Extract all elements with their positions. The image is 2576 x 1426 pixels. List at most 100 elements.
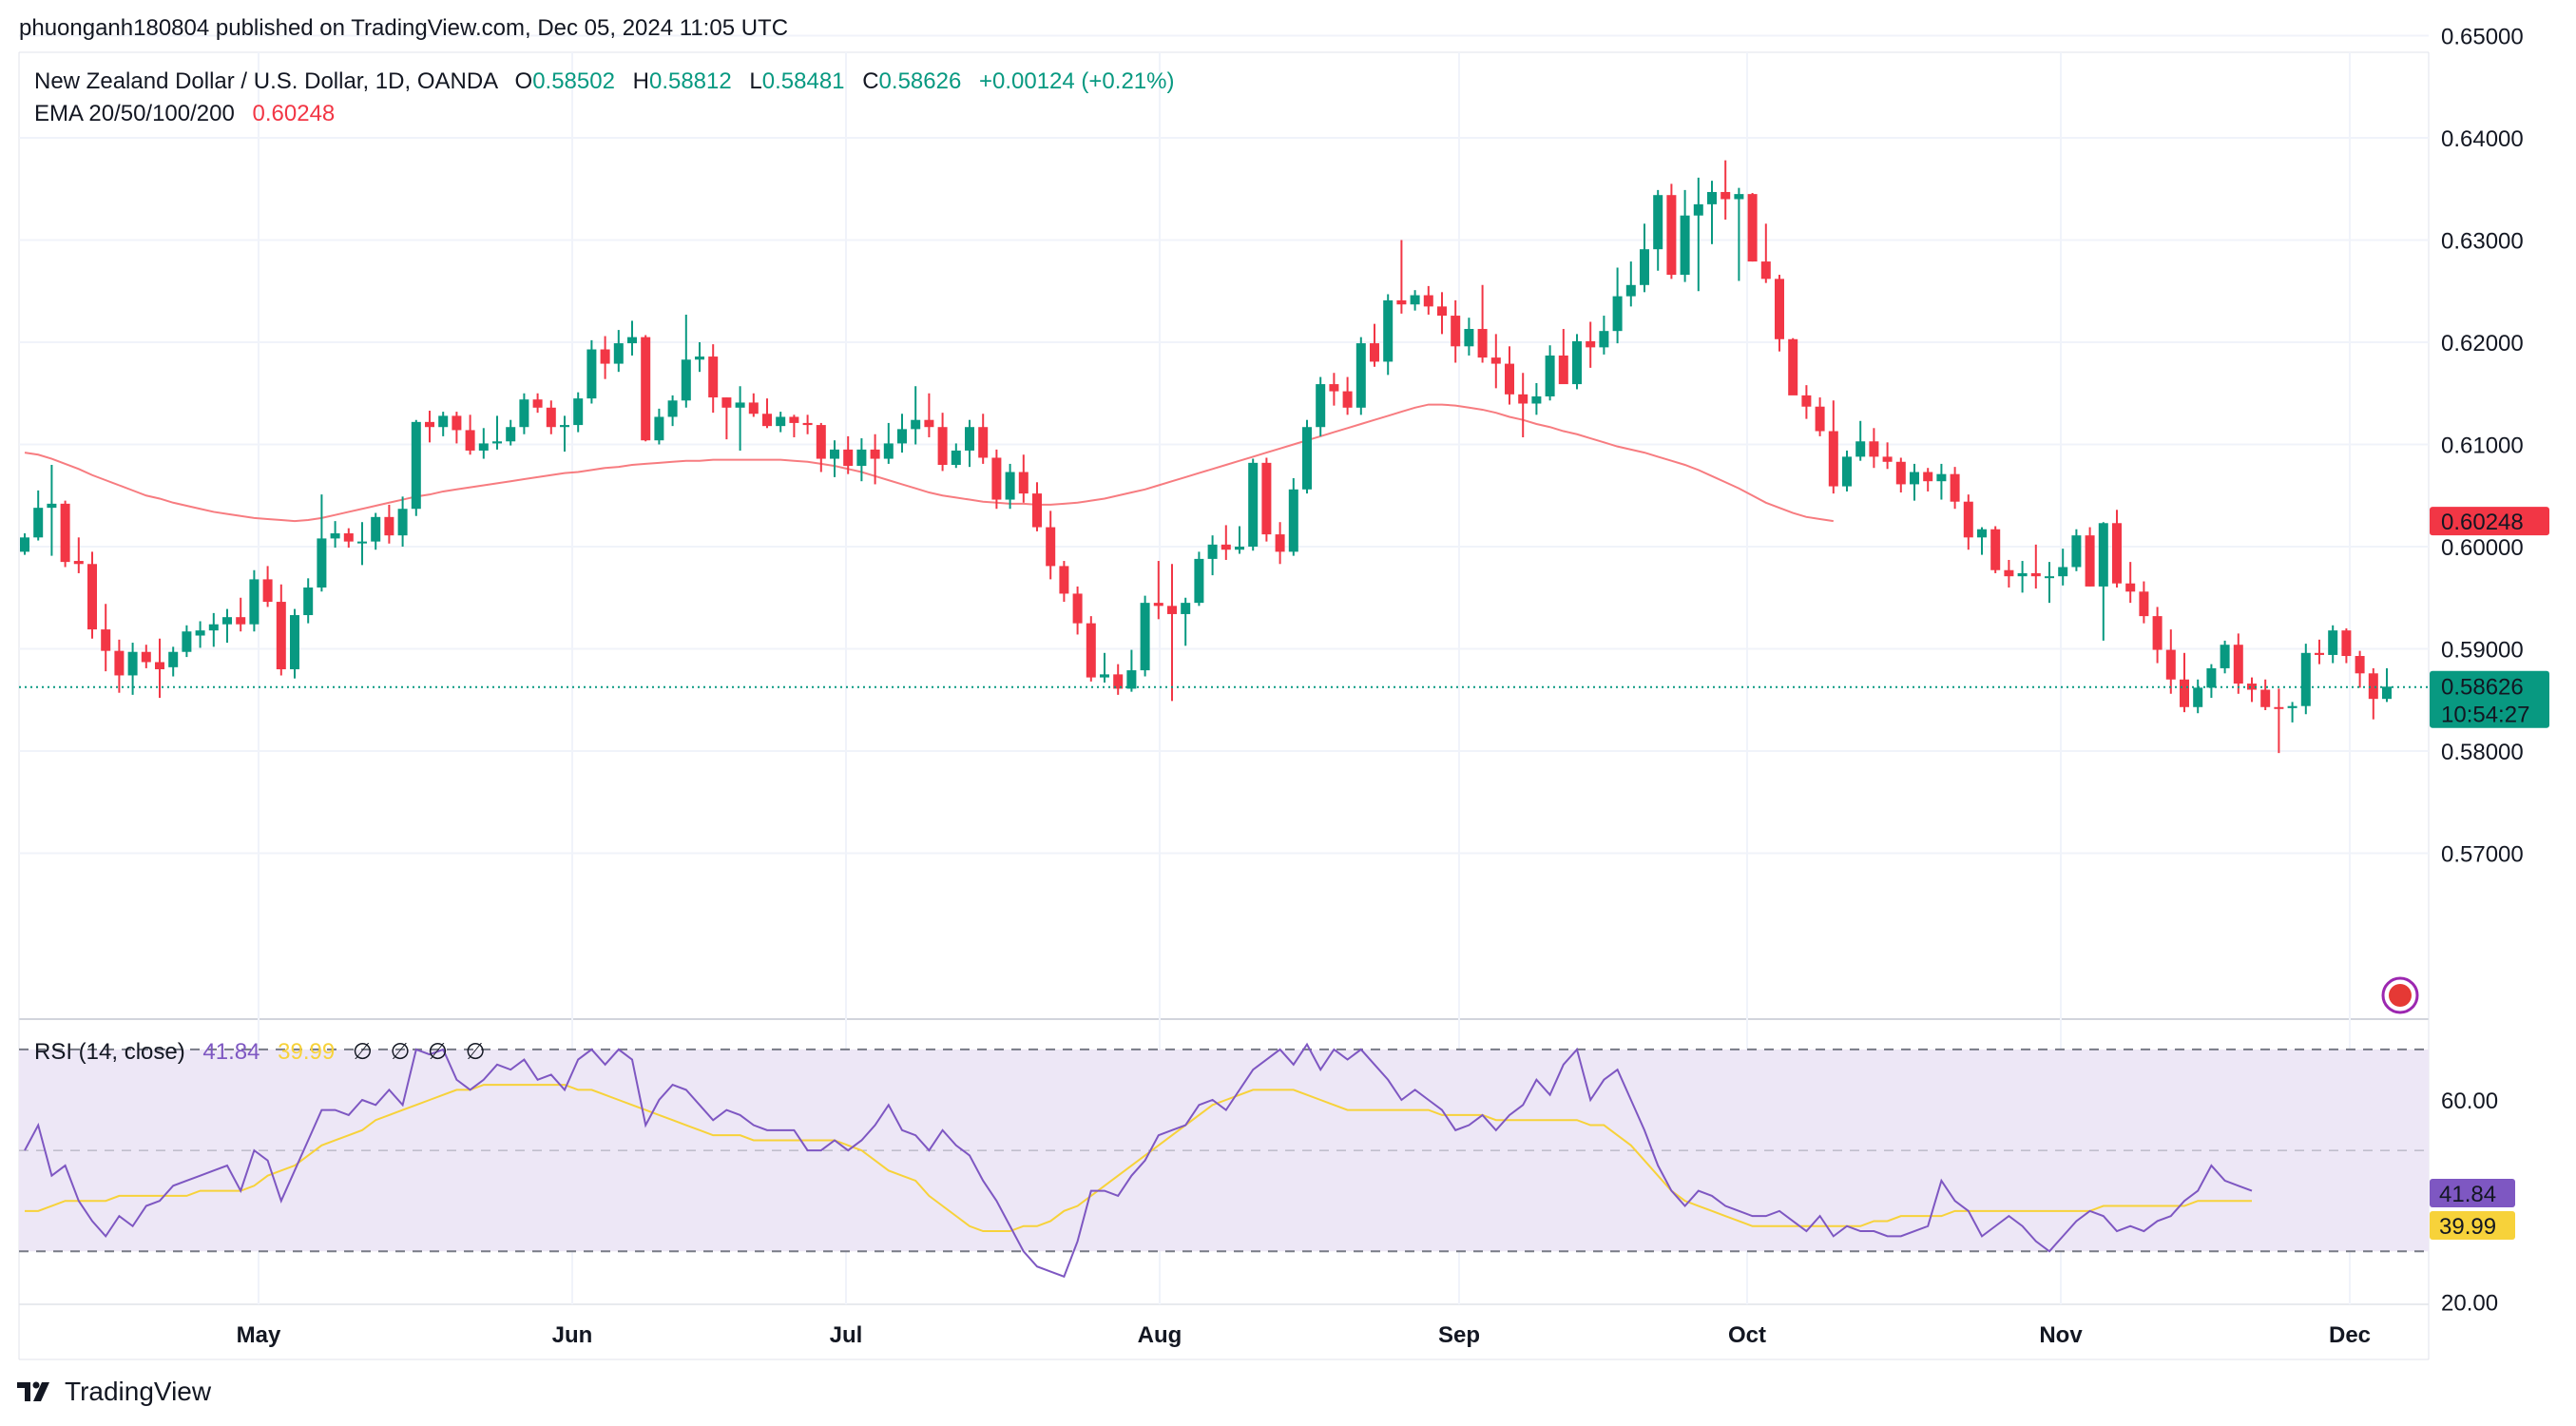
candle-body xyxy=(2274,706,2284,709)
countdown-text: 10:54:27 xyxy=(2441,703,2529,728)
ohlc-close-label: C xyxy=(862,68,879,94)
candle-body xyxy=(1032,493,1042,528)
candle-body xyxy=(573,398,584,426)
candle-body xyxy=(2382,686,2392,700)
candle-body xyxy=(1855,441,1866,457)
time-axis-label: Nov xyxy=(2039,1322,2083,1348)
candle-body xyxy=(2355,656,2365,674)
candle-body xyxy=(1666,195,1677,276)
candle-body xyxy=(951,450,961,465)
candle-body xyxy=(1653,195,1663,250)
candle-body xyxy=(1612,296,1623,332)
candle-body xyxy=(1437,306,1447,317)
candle-body xyxy=(20,537,29,552)
candle-body xyxy=(262,579,273,603)
candle-body xyxy=(1707,191,1717,204)
candle-body xyxy=(708,356,719,398)
candle-body xyxy=(1599,331,1609,348)
candle-body xyxy=(397,509,408,536)
candle-body xyxy=(1167,606,1177,614)
rsi-label: RSI (14, close) xyxy=(34,1039,185,1065)
candle-body xyxy=(2180,679,2189,707)
candle-body xyxy=(1316,384,1326,428)
legend-ema-row[interactable]: EMA 20/50/100/200 0.60248 xyxy=(34,101,335,127)
candle-body xyxy=(1531,395,1542,404)
candle-body xyxy=(1221,544,1231,550)
candle-body xyxy=(114,650,125,676)
candle-body xyxy=(1950,473,1960,502)
candle-body xyxy=(2247,684,2257,690)
candle-body xyxy=(1760,261,1771,279)
ohlc-close: 0.58626 xyxy=(878,68,962,94)
candle-body xyxy=(465,430,475,451)
candle-body xyxy=(2206,667,2217,688)
candle-body xyxy=(965,427,974,451)
candle-body xyxy=(1923,472,1933,482)
candle-body xyxy=(60,503,70,563)
candle-body xyxy=(236,617,246,625)
candle-body xyxy=(1640,249,1649,285)
candle-body xyxy=(290,615,299,669)
candle-body xyxy=(1355,343,1366,408)
candle-body xyxy=(1625,284,1636,297)
candle-body xyxy=(2287,705,2297,708)
candle-body xyxy=(222,617,232,625)
candle-body xyxy=(1261,462,1272,535)
candle-body xyxy=(1910,472,1919,485)
symbol-name: New Zealand Dollar / U.S. Dollar, 1D, OA… xyxy=(34,68,497,94)
rsi-value: 41.84 xyxy=(202,1039,260,1065)
rsi-axis-label: 20.00 xyxy=(2441,1290,2498,1316)
candle-body xyxy=(546,407,556,428)
candle-body xyxy=(1072,593,1083,624)
candle-body xyxy=(303,588,314,616)
candle-body xyxy=(1869,441,1879,457)
candle-body xyxy=(1059,566,1069,594)
publisher-line: phuonganh180804 published on TradingView… xyxy=(19,15,789,41)
candle-body xyxy=(2152,616,2163,650)
candle-body xyxy=(1342,391,1353,408)
candle-body xyxy=(613,343,624,364)
candle-body xyxy=(1788,338,1798,395)
candle-body xyxy=(2112,523,2122,584)
legend-symbol-row[interactable]: New Zealand Dollar / U.S. Dollar, 1D, OA… xyxy=(34,68,1174,95)
candle-body xyxy=(1288,489,1298,552)
price-axis-label: 0.60000 xyxy=(2441,535,2524,561)
candle-body xyxy=(2085,535,2095,587)
candle-body xyxy=(371,516,381,542)
candle-body xyxy=(1490,357,1501,364)
price-badge-text: 0.58626 xyxy=(2441,675,2524,701)
na-mark: ∅ xyxy=(390,1039,411,1065)
candle-body xyxy=(127,651,138,676)
candle-body xyxy=(2125,583,2136,592)
tradingview-logo[interactable]: TradingView xyxy=(17,1377,211,1407)
candle-body xyxy=(168,651,179,667)
candle-body xyxy=(73,561,84,565)
candle-body xyxy=(330,533,340,539)
candle-body xyxy=(208,624,219,631)
candle-body xyxy=(478,443,489,451)
ohlc-low-label: L xyxy=(749,68,762,94)
ema-badge xyxy=(2430,507,2549,536)
candle-body xyxy=(1140,603,1150,671)
candle-body xyxy=(1882,456,1893,462)
ohlc-high: 0.58812 xyxy=(648,68,732,94)
ohlc-open: 0.58502 xyxy=(532,68,615,94)
candle-body xyxy=(843,449,854,467)
na-mark: ∅ xyxy=(352,1039,373,1065)
candle-body xyxy=(1572,340,1582,385)
candle-body xyxy=(1801,395,1812,407)
candle-body xyxy=(1153,603,1163,607)
candle-body xyxy=(1410,295,1420,305)
candle-body xyxy=(411,421,421,510)
na-mark: ∅ xyxy=(465,1039,486,1065)
legend-rsi-row[interactable]: RSI (14, close) 41.84 39.99 ∅ ∅ ∅ ∅ xyxy=(34,1038,486,1066)
candle-body xyxy=(2193,687,2203,707)
candle-body xyxy=(1235,547,1244,550)
candle-body xyxy=(1383,299,1394,362)
candle-body xyxy=(1693,203,1703,216)
candle-body xyxy=(1963,501,1973,538)
candle-body xyxy=(276,602,286,669)
price-axis-label: 0.58000 xyxy=(2441,740,2524,765)
candle-body xyxy=(438,415,449,428)
candle-body xyxy=(47,503,57,509)
